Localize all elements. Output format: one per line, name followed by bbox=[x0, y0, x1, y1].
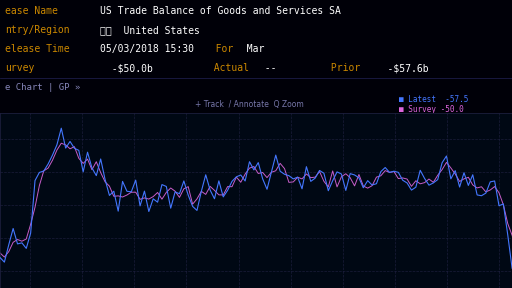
Text: --: -- bbox=[253, 63, 277, 73]
Text: -$50.0b: -$50.0b bbox=[100, 63, 153, 73]
Text: Actual: Actual bbox=[155, 63, 249, 73]
Text: Prior: Prior bbox=[278, 63, 360, 73]
Text: -$57.6b: -$57.6b bbox=[364, 63, 429, 73]
Text: 05/03/2018 15:30: 05/03/2018 15:30 bbox=[100, 44, 194, 54]
Text: ntry/Region: ntry/Region bbox=[5, 25, 70, 35]
Text: + Track  / Annotate  Q Zoom: + Track / Annotate Q Zoom bbox=[195, 99, 303, 109]
Text: ■ Survey -50.0: ■ Survey -50.0 bbox=[399, 105, 464, 114]
Text: Mar: Mar bbox=[235, 44, 264, 54]
Text: elease Time: elease Time bbox=[5, 44, 70, 54]
Text: urvey: urvey bbox=[5, 63, 34, 73]
Text: US Trade Balance of Goods and Services SA: US Trade Balance of Goods and Services S… bbox=[100, 6, 340, 16]
Text: e Chart | GP »: e Chart | GP » bbox=[5, 83, 80, 92]
Text: For: For bbox=[198, 44, 233, 54]
Text: ease Name: ease Name bbox=[5, 6, 58, 16]
Text: ■ Latest  -57.5: ■ Latest -57.5 bbox=[399, 95, 468, 104]
Text: 🇺🇸  United States: 🇺🇸 United States bbox=[100, 25, 200, 35]
